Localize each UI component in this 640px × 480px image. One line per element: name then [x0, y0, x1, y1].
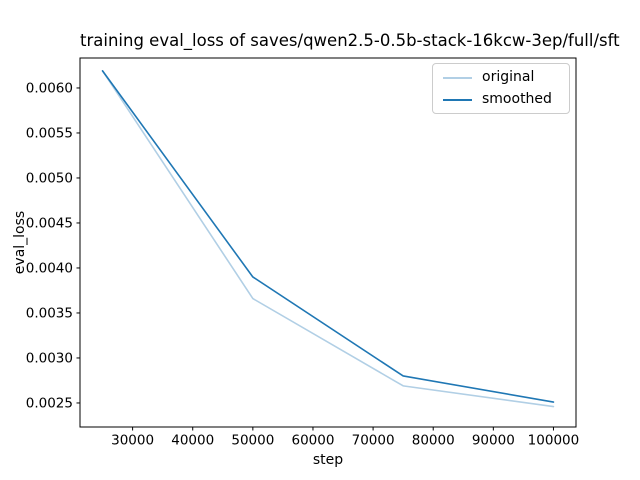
- y-tick-label: 0.0055: [26, 125, 73, 141]
- y-tick-label: 0.0040: [26, 260, 73, 276]
- legend-smoothed-line-swatch: [443, 98, 472, 101]
- y-tick-label: 0.0060: [26, 80, 73, 96]
- axes-frame: [79, 57, 577, 428]
- legend-original-line-swatch: [443, 76, 472, 79]
- chart-title: training eval_loss of saves/qwen2.5-0.5b…: [80, 31, 620, 50]
- x-tick-label: 70000: [352, 433, 395, 449]
- x-tick-label: 60000: [291, 433, 334, 449]
- legend-smoothed-label: smoothed: [482, 91, 552, 107]
- legend: original smoothed: [432, 63, 570, 114]
- x-tick-label: 30000: [111, 433, 154, 449]
- x-axis-label: step: [313, 452, 343, 468]
- x-tick-label: 80000: [412, 433, 455, 449]
- y-tick-label: 0.0035: [26, 305, 73, 321]
- x-tick-label: 40000: [171, 433, 214, 449]
- y-tick-label: 0.0045: [26, 215, 73, 231]
- series-original-line: [101, 70, 555, 408]
- legend-original-label: original: [482, 69, 535, 85]
- legend-item-original: original: [443, 69, 560, 86]
- x-tick-label: 90000: [472, 433, 515, 449]
- x-tick-label: 50000: [231, 433, 274, 449]
- y-tick-label: 0.0050: [26, 170, 73, 186]
- series-smoothed-line: [101, 70, 555, 403]
- x-tick-label: 100000: [528, 433, 580, 449]
- y-axis-label: eval_loss: [12, 211, 28, 274]
- y-tick-label: 0.0030: [26, 350, 73, 366]
- legend-item-smoothed: smoothed: [443, 91, 560, 108]
- y-tick-label: 0.0025: [26, 395, 73, 411]
